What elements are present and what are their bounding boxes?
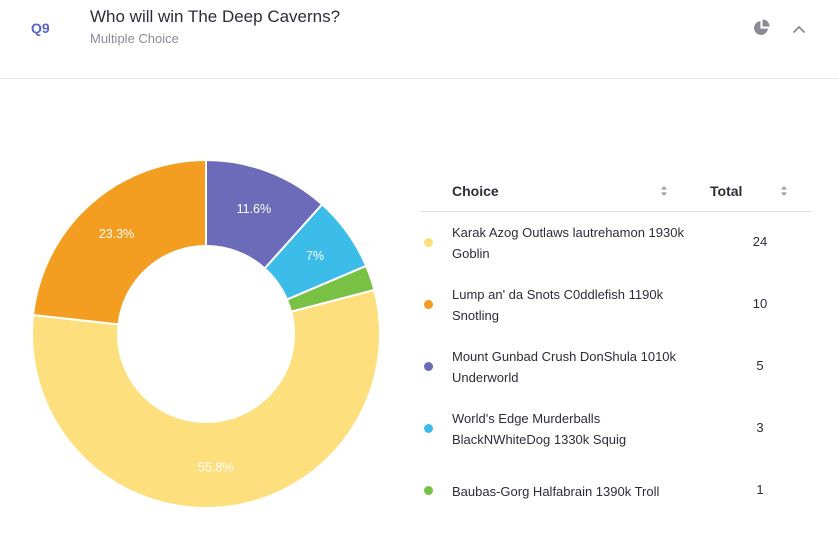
sort-icon[interactable] [780, 185, 788, 197]
choice-label: Lump an' da Snots C0ddlefish 1190k Snotl… [452, 287, 664, 323]
slice-percent-label: 11.6% [237, 202, 272, 216]
question-number: Q9 [31, 20, 50, 36]
legend-dot [424, 362, 433, 371]
choice-total: 3 [756, 420, 764, 435]
legend-dot [424, 486, 433, 495]
header-choice: Choice [452, 183, 499, 199]
choice-label: Baubas-Gorg Halfabrain 1390k Troll [452, 483, 660, 499]
slice-percent-label: 55.8% [198, 461, 233, 475]
sort-icon[interactable] [660, 185, 668, 197]
legend-dot [424, 238, 433, 247]
choice-total: 10 [752, 296, 768, 311]
choice-total: 5 [756, 358, 764, 373]
choice-total: 24 [752, 234, 768, 249]
table-row: World's Edge Murderballs BlackNWhiteDog … [421, 397, 811, 459]
choice-total: 1 [756, 482, 764, 497]
header-total: Total [710, 183, 743, 199]
donut-chart: 11.6% 7% 55.8% 23.3% [31, 158, 381, 509]
table-header: Choice Total [421, 170, 811, 212]
slice-percent-label: 7% [306, 249, 324, 263]
choice-label: Karak Azog Outlaws lautrehamon 1930k Gob… [452, 225, 684, 261]
question-type: Multiple Choice [90, 31, 179, 46]
legend-dot [424, 424, 433, 433]
donut-slice[interactable] [31, 288, 381, 509]
choice-table: Choice Total Karak Azog Outlaws lautreha… [421, 170, 811, 499]
legend-dot [424, 300, 433, 309]
table-row: Karak Azog Outlaws lautrehamon 1930k Gob… [421, 211, 811, 273]
table-row: Mount Gunbad Crush DonShula 1010k Underw… [421, 335, 811, 397]
question-header: Q9 Who will win The Deep Caverns? Multip… [0, 0, 839, 79]
table-row: Baubas-Gorg Halfabrain 1390k Troll 1 [421, 459, 811, 521]
question-title: Who will win The Deep Caverns? [90, 7, 341, 26]
slice-percent-label: 23.3% [99, 227, 134, 241]
table-row: Lump an' da Snots C0ddlefish 1190k Snotl… [421, 273, 811, 335]
choice-label: World's Edge Murderballs BlackNWhiteDog … [452, 411, 627, 447]
chevron-up-icon[interactable] [792, 22, 806, 36]
pie-chart-icon[interactable] [753, 19, 770, 36]
choice-label: Mount Gunbad Crush DonShula 1010k Underw… [452, 349, 677, 385]
donut-slice[interactable] [31, 158, 207, 326]
